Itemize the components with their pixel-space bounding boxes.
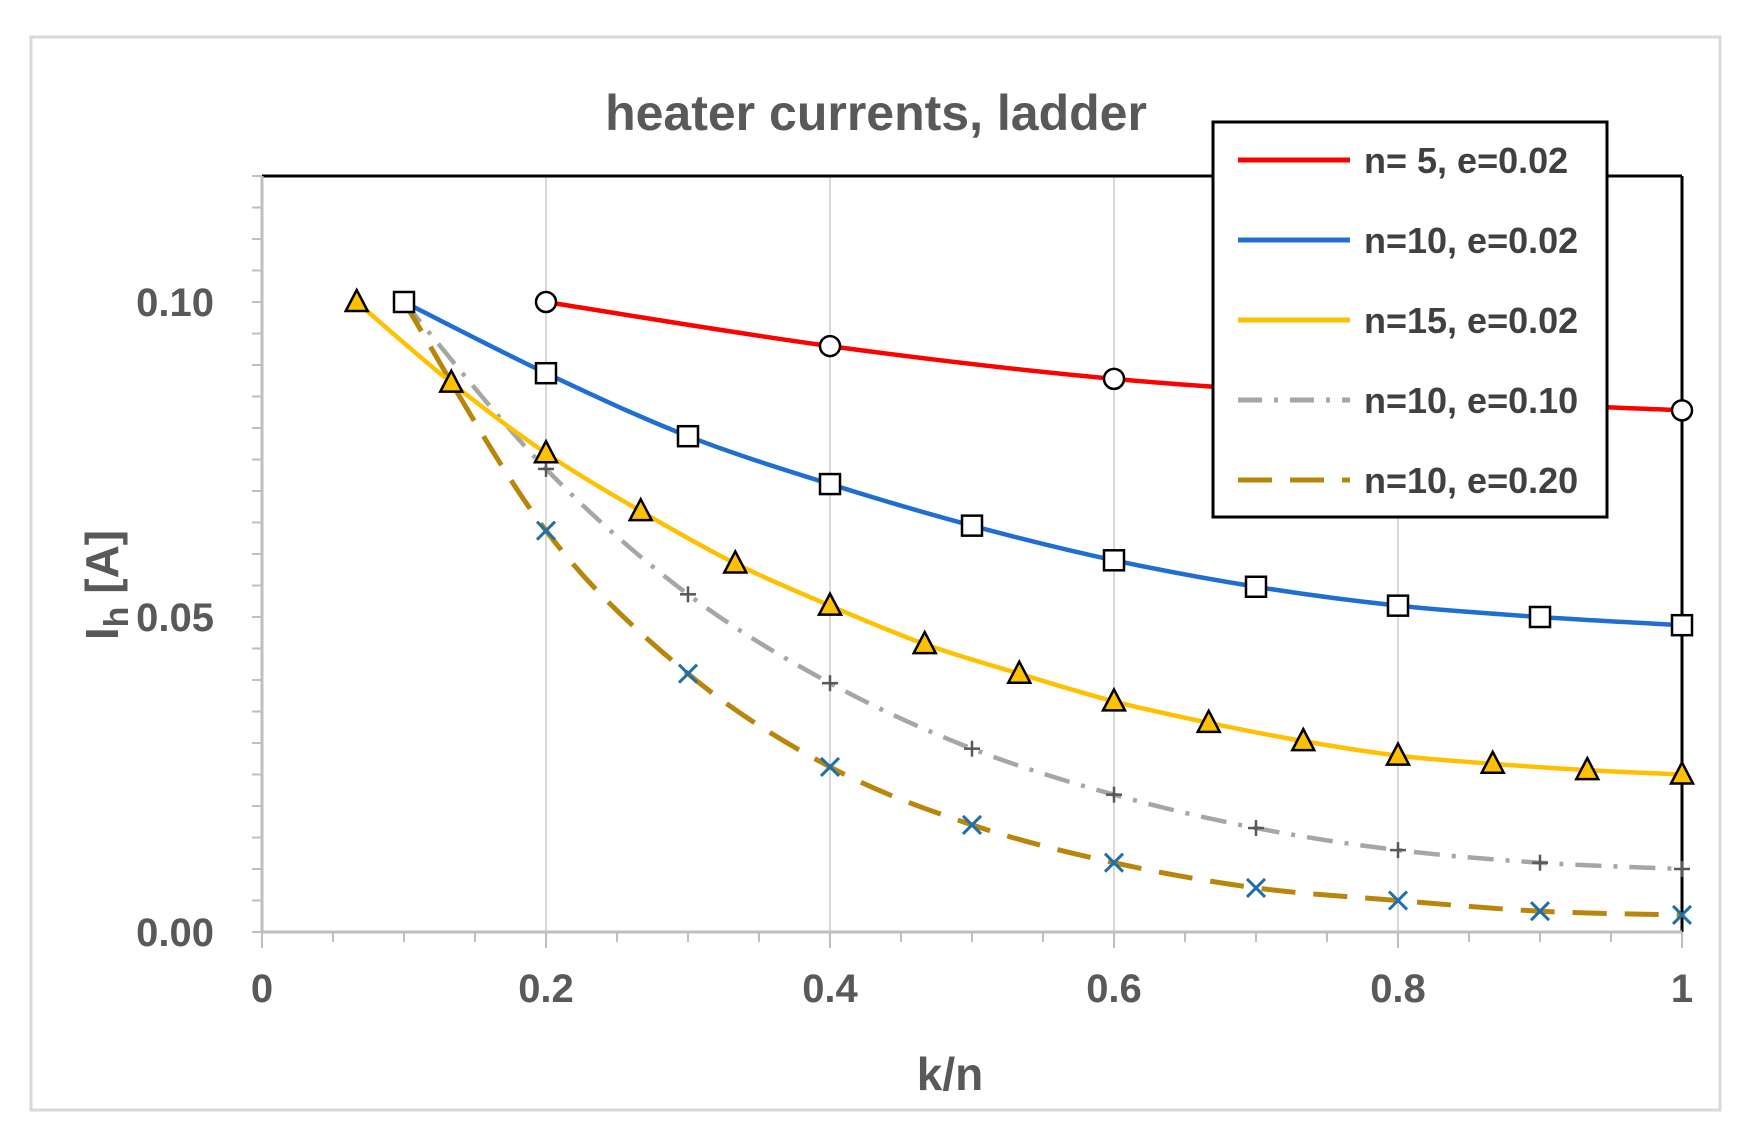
series-1-point-8 xyxy=(1528,605,1552,629)
series-1-point-9 xyxy=(1670,613,1694,637)
legend-label-2: n=15, e=0.02 xyxy=(1364,300,1578,341)
series-2-point-1 xyxy=(438,367,465,393)
series-line-4 xyxy=(401,300,1683,918)
series-4-point-7-b xyxy=(1387,890,1409,911)
x-tick-label-4: 0.8 xyxy=(1370,967,1426,1011)
series-2-point-9 xyxy=(1195,708,1222,734)
series-2-point-8 xyxy=(1100,686,1128,712)
series-2-point-2 xyxy=(532,438,560,464)
series-line-3 xyxy=(402,300,1683,872)
series-0-point-0 xyxy=(534,290,558,314)
y-tick-label-2: 0.10 xyxy=(136,281,214,325)
series-4-point-6 xyxy=(1245,877,1267,898)
y-tick-label-0: 0.00 xyxy=(136,911,214,955)
series-2-point-4 xyxy=(722,548,749,574)
y-axis-label-unit: [A] xyxy=(76,530,128,607)
series-4-point-4-b xyxy=(961,814,983,835)
series-4-point-3 xyxy=(819,756,841,778)
series-4-point-1 xyxy=(535,520,557,541)
x-tick-label-2: 0.4 xyxy=(802,967,858,1011)
series-4-point-7 xyxy=(1387,890,1409,911)
series-4-point-5-b xyxy=(1103,852,1125,873)
series-3-point-8 xyxy=(1532,854,1548,871)
tick-label-layer: 0 0.2 0.4 0.6 0.8 1 0.00 0.05 0.10 xyxy=(136,281,1693,1011)
series-4-point-9 xyxy=(1671,904,1693,926)
marker-layer xyxy=(343,287,1696,926)
x-tick-label-5: 1 xyxy=(1671,967,1693,1011)
x-tick-label-1: 0.2 xyxy=(518,967,574,1011)
series-3-point-4 xyxy=(964,740,980,757)
series-1-point-5 xyxy=(1102,549,1126,572)
series-1-point-6 xyxy=(1244,575,1268,599)
series-1-point-3 xyxy=(818,472,842,496)
series-3-point-7 xyxy=(1390,842,1406,859)
series-2-point-0 xyxy=(343,287,370,313)
legend-label-4: n=10, e=0.20 xyxy=(1364,460,1578,501)
series-4-point-8 xyxy=(1529,901,1551,922)
series-4-point-2 xyxy=(677,663,699,684)
x-axis-label: k/n xyxy=(917,1048,983,1100)
series-4-point-5 xyxy=(1103,852,1125,873)
series-1-point-4 xyxy=(960,514,984,537)
legend-label-3: n=10, e=0.10 xyxy=(1364,380,1578,421)
y-axis-label-main: I xyxy=(76,627,128,640)
x-tick-label-0: 0 xyxy=(251,967,273,1011)
series-2-point-10 xyxy=(1290,726,1317,752)
series-0-point-2 xyxy=(1102,367,1126,391)
series-4-point-6-b xyxy=(1245,877,1267,898)
y-tick-label-1: 0.05 xyxy=(136,596,214,640)
y-axis-label: Ih [A] xyxy=(76,530,136,640)
series-line-1 xyxy=(402,299,1683,628)
series-3-point-5 xyxy=(1106,786,1122,803)
series-3-point-1 xyxy=(538,460,554,477)
series-1-point-1 xyxy=(534,361,558,385)
series-1-point-2 xyxy=(676,424,700,448)
series-4-point-8-b xyxy=(1529,901,1551,922)
series-4-point-9-b xyxy=(1671,904,1693,926)
series-4-point-4 xyxy=(961,814,983,835)
legend-label-1: n=10, e=0.02 xyxy=(1364,220,1578,261)
x-tick-label-3: 0.6 xyxy=(1086,967,1142,1011)
series-2-point-12 xyxy=(1479,749,1506,775)
series-2-point-11 xyxy=(1384,740,1412,766)
chart-title: heater currents, ladder xyxy=(605,85,1147,141)
series-4-point-1-b xyxy=(535,520,557,541)
series-0-point-4 xyxy=(1670,399,1694,422)
series-3-point-6 xyxy=(1248,820,1264,837)
series-2-point-14 xyxy=(1668,759,1696,785)
series-2-point-6 xyxy=(911,629,938,655)
y-axis-label-subscript: h xyxy=(98,607,136,628)
series-3-point-2 xyxy=(680,586,696,603)
series-0-point-1 xyxy=(818,334,842,358)
series-4-point-3-b xyxy=(819,756,841,778)
series-2-point-13 xyxy=(1574,755,1601,781)
legend-items: n= 5, e=0.02 n=10, e=0.02 n=15, e=0.02 n=10… xyxy=(1238,140,1578,501)
series-3-point-3 xyxy=(822,675,838,692)
series-3-point-9 xyxy=(1674,861,1690,877)
legend-label-0: n= 5, e=0.02 xyxy=(1364,140,1568,181)
series-2-point-5 xyxy=(816,590,844,616)
series-2-point-3 xyxy=(627,496,654,522)
series-2-point-7 xyxy=(1006,659,1033,684)
legend: n= 5, e=0.02 n=10, e=0.02 n=15, e=0.02 n=10… xyxy=(1211,120,1609,519)
series-1-point-0 xyxy=(392,290,416,314)
series-1-point-7 xyxy=(1386,594,1410,617)
series-4-point-2-b xyxy=(677,663,699,684)
